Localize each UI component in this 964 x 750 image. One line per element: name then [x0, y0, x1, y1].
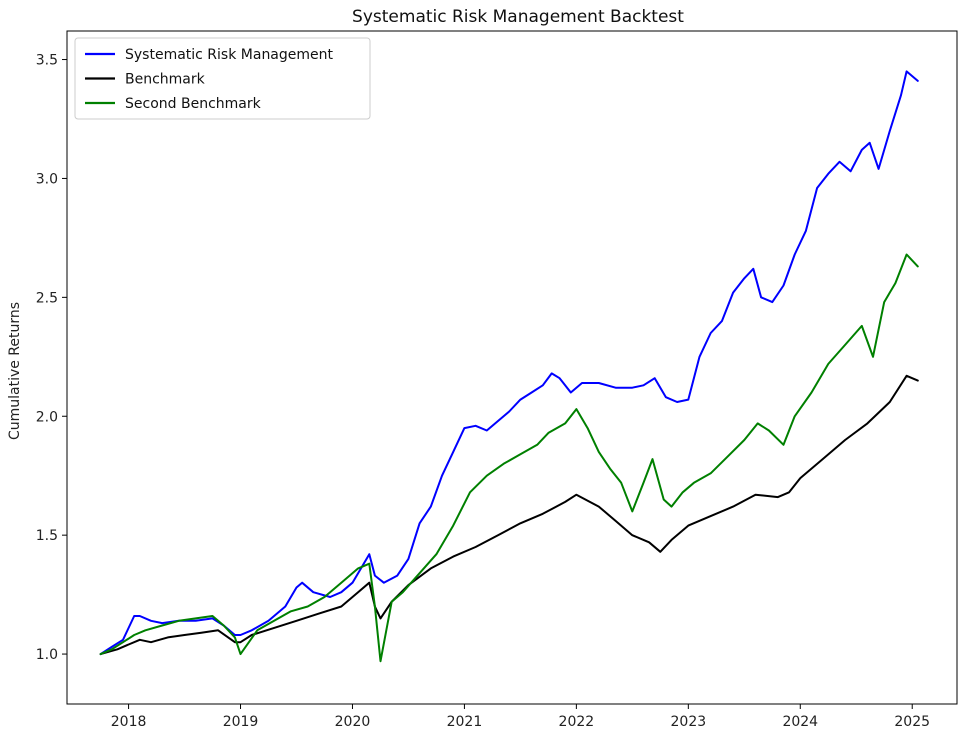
y-tick-label: 2.5: [36, 290, 58, 306]
legend-label-1: Benchmark: [125, 72, 206, 88]
y-tick-label: 3.0: [36, 171, 58, 187]
legend: Systematic Risk Management Benchmark Secon…: [74, 37, 371, 120]
y-tick-label: 3.5: [36, 53, 58, 69]
series-line-0: [99, 70, 919, 656]
series-line-1: [99, 374, 919, 656]
y-tick-label: 1.5: [36, 528, 58, 544]
legend-label-0: Systematic Risk Management: [125, 47, 334, 63]
axis-ticks: 2018 2019 2020 2021 2022 2023 2024 2025 1.0 1.5 2.…: [36, 53, 930, 730]
x-tick-label: 2024: [782, 714, 818, 730]
series-line-2: [99, 253, 919, 663]
y-tick-label: 1.0: [36, 647, 58, 663]
chart-title: Systematic Risk Management Backtest: [352, 7, 684, 27]
x-tick-label: 2020: [335, 714, 371, 730]
x-tick-label: 2023: [671, 714, 707, 730]
x-tick-label: 2022: [559, 714, 595, 730]
x-tick-label: 2018: [111, 714, 147, 730]
y-tick-label: 2.0: [36, 409, 58, 425]
x-tick-label: 2019: [223, 714, 259, 730]
legend-box: [74, 37, 371, 120]
plot-frame: [66, 30, 958, 705]
y-axis-title: Cumulative Returns: [7, 302, 23, 440]
series-lines: [99, 70, 919, 663]
x-tick-label: 2021: [447, 714, 483, 730]
x-tick-label: 2025: [894, 714, 930, 730]
legend-label-2: Second Benchmark: [125, 96, 262, 112]
